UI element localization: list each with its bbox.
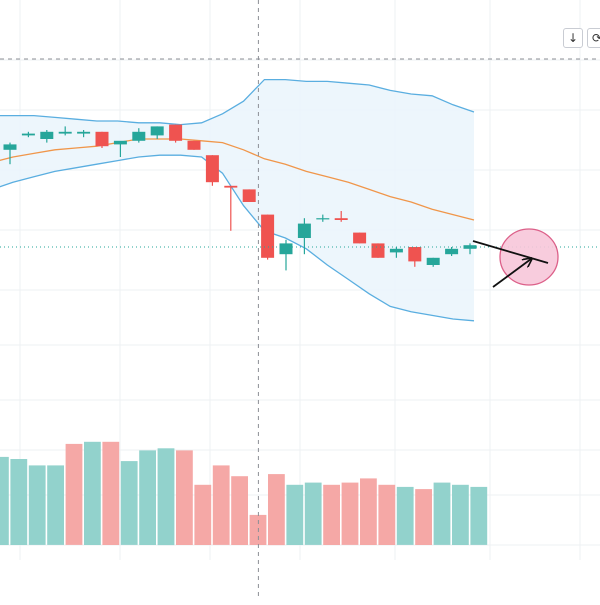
volume-bar: [176, 450, 193, 545]
candle-body: [463, 245, 477, 249]
candle-body: [389, 248, 403, 253]
candle: [445, 247, 459, 256]
candle-body: [316, 218, 330, 220]
candle-body: [205, 155, 219, 183]
bollinger-lower-line: [0, 154, 475, 322]
candle-body: [187, 140, 201, 150]
candle: [95, 131, 109, 148]
bollinger-upper-line: [0, 78, 475, 126]
candle-body: [40, 131, 54, 139]
candle-body: [371, 243, 385, 258]
volume-bar: [304, 482, 322, 545]
candle: [3, 142, 17, 165]
candle-body: [353, 232, 367, 244]
bollinger-fill: [0, 79, 474, 321]
reset-button[interactable]: ⟳: [587, 28, 600, 48]
volume-bar: [157, 448, 175, 546]
candle-body: [21, 133, 35, 136]
volume-bar: [378, 484, 396, 545]
annotation[interactable]: [472, 228, 559, 288]
annotation-trend-line: [472, 240, 549, 264]
volume-bar: [65, 443, 83, 545]
annotation-arrow: [492, 259, 531, 288]
candle: [205, 155, 219, 186]
candle: [113, 140, 127, 157]
candle: [463, 243, 477, 255]
candle: [169, 124, 183, 143]
candle-body: [169, 124, 183, 141]
candle: [21, 131, 35, 138]
candle: [224, 185, 238, 231]
candle-body: [242, 189, 256, 202]
candle-body: [297, 223, 311, 238]
candle-body: [132, 131, 146, 141]
volume-bar: [10, 459, 28, 545]
volume-bar: [415, 489, 432, 545]
candle-body: [113, 140, 127, 145]
volume-bar: [102, 441, 120, 545]
volume-bar: [286, 484, 304, 545]
download-button[interactable]: ↓: [563, 28, 583, 48]
volume-bar: [433, 482, 451, 545]
candle-body: [279, 243, 293, 255]
candle: [353, 232, 367, 244]
candle: [187, 140, 201, 150]
candle-body: [445, 248, 459, 255]
candle: [297, 218, 311, 255]
candle-body: [408, 247, 422, 262]
candle: [389, 247, 403, 258]
candle-body: [150, 126, 164, 136]
candle: [261, 214, 275, 260]
candles: [3, 124, 477, 271]
candle-body: [95, 131, 109, 147]
bollinger-basis-line: [0, 138, 475, 221]
volume-bar: [212, 465, 230, 545]
candle: [408, 247, 422, 267]
candle-body: [3, 144, 17, 150]
grid: [0, 0, 600, 560]
candle: [40, 130, 54, 143]
candle: [242, 189, 256, 202]
candle: [150, 126, 164, 139]
candle: [77, 130, 91, 138]
volume-bar: [194, 484, 212, 545]
candle-body: [261, 214, 275, 258]
volume-bar: [268, 474, 285, 546]
reset-icon: ⟳: [591, 31, 600, 45]
candle: [426, 257, 440, 267]
candle: [334, 211, 348, 222]
candle: [371, 243, 385, 258]
volume-bar: [139, 450, 156, 545]
candle-body: [77, 131, 91, 134]
volume-bar: [231, 476, 248, 545]
candle: [132, 128, 146, 143]
candle: [316, 214, 330, 222]
candle: [279, 239, 293, 271]
bollinger-bands: [0, 78, 475, 322]
arrow-down-icon: ↓: [567, 31, 579, 45]
volume-bar: [47, 465, 64, 545]
volume-bar: [0, 456, 9, 545]
volume-bar: [396, 486, 414, 545]
candle-body: [426, 257, 440, 265]
volume-bar: [470, 486, 488, 545]
volume-bar: [84, 441, 101, 545]
volume-bar: [323, 484, 340, 545]
volume-bar: [28, 465, 46, 545]
candle-body: [58, 131, 72, 134]
candle-body: [224, 185, 238, 188]
candle: [58, 126, 72, 136]
volume-bars: [0, 441, 488, 546]
volume-bar: [360, 478, 377, 545]
volume-bar: [452, 484, 469, 545]
volume-bar: [120, 461, 138, 545]
candle-body: [334, 218, 348, 220]
volume-bar: [341, 482, 359, 545]
